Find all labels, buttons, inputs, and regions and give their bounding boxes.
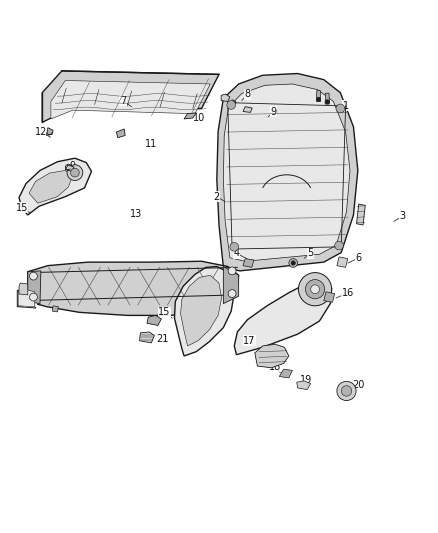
Text: 18: 18 <box>269 362 281 372</box>
Text: 17: 17 <box>244 336 256 346</box>
Circle shape <box>67 165 83 181</box>
Text: 12: 12 <box>35 127 47 137</box>
Text: 7: 7 <box>120 95 126 106</box>
Text: 15: 15 <box>158 308 171 317</box>
Text: 4: 4 <box>233 248 240 259</box>
Polygon shape <box>180 275 222 346</box>
Polygon shape <box>316 91 321 101</box>
Polygon shape <box>28 271 41 304</box>
Circle shape <box>337 381 356 400</box>
Polygon shape <box>243 107 252 112</box>
Polygon shape <box>19 158 92 215</box>
Polygon shape <box>46 128 53 135</box>
Polygon shape <box>325 93 329 104</box>
Polygon shape <box>337 257 348 268</box>
Polygon shape <box>279 369 292 378</box>
Polygon shape <box>357 204 365 225</box>
Text: 1: 1 <box>343 101 349 111</box>
Polygon shape <box>28 261 239 316</box>
Text: 3: 3 <box>399 211 406 221</box>
Text: 20: 20 <box>353 380 365 390</box>
Circle shape <box>29 293 37 301</box>
Text: 15: 15 <box>15 203 28 213</box>
Circle shape <box>341 386 352 396</box>
Polygon shape <box>243 259 254 268</box>
Circle shape <box>316 97 321 101</box>
Circle shape <box>228 267 236 275</box>
Polygon shape <box>217 74 358 271</box>
Polygon shape <box>223 266 239 304</box>
Polygon shape <box>140 332 154 343</box>
Polygon shape <box>221 94 230 101</box>
Text: 9: 9 <box>271 107 277 117</box>
Polygon shape <box>51 80 210 119</box>
Circle shape <box>325 100 329 104</box>
Polygon shape <box>29 171 73 203</box>
Text: 21: 21 <box>156 334 169 344</box>
Circle shape <box>230 243 239 251</box>
Polygon shape <box>174 266 234 356</box>
Polygon shape <box>19 283 28 295</box>
Text: 8: 8 <box>244 89 251 99</box>
Polygon shape <box>65 165 74 171</box>
Polygon shape <box>18 289 35 306</box>
Polygon shape <box>223 84 350 261</box>
Circle shape <box>228 289 236 297</box>
Polygon shape <box>147 316 161 326</box>
Text: 5: 5 <box>307 248 314 259</box>
Polygon shape <box>52 306 58 312</box>
Text: 9: 9 <box>70 161 76 171</box>
Circle shape <box>335 241 343 250</box>
Circle shape <box>311 285 319 294</box>
Polygon shape <box>17 288 36 308</box>
Polygon shape <box>255 344 289 368</box>
Polygon shape <box>184 113 196 119</box>
Text: 11: 11 <box>145 139 157 149</box>
Text: 19: 19 <box>300 375 312 385</box>
Text: 6: 6 <box>356 253 362 263</box>
Circle shape <box>29 272 37 280</box>
Polygon shape <box>42 71 219 123</box>
Circle shape <box>298 272 332 306</box>
Polygon shape <box>234 282 332 354</box>
Text: 13: 13 <box>130 209 142 219</box>
Circle shape <box>227 101 236 109</box>
Polygon shape <box>297 381 311 390</box>
Circle shape <box>291 261 295 265</box>
Text: 16: 16 <box>342 288 354 298</box>
Polygon shape <box>324 292 335 302</box>
Text: 10: 10 <box>193 113 205 123</box>
Text: 14: 14 <box>24 296 36 306</box>
Circle shape <box>336 104 345 113</box>
Polygon shape <box>117 129 125 138</box>
Circle shape <box>71 168 79 177</box>
Text: 2: 2 <box>214 192 220 201</box>
Circle shape <box>289 259 297 268</box>
Circle shape <box>305 280 325 299</box>
